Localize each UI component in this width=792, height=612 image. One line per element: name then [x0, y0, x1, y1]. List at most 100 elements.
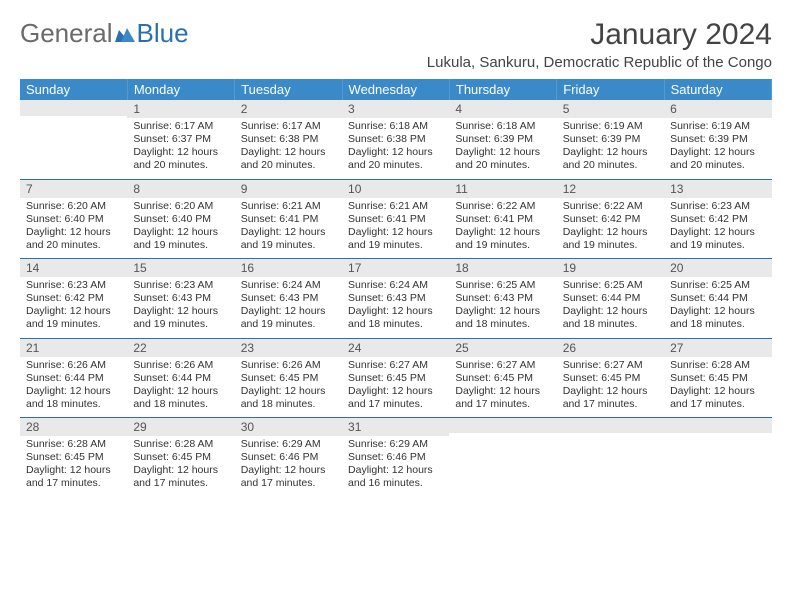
day-details: Sunrise: 6:17 AMSunset: 6:38 PMDaylight:… — [235, 118, 342, 179]
day-details: Sunrise: 6:21 AMSunset: 6:41 PMDaylight:… — [235, 198, 342, 259]
day-line: Daylight: 12 hours — [26, 464, 121, 477]
weekday-header: Friday — [557, 79, 664, 100]
day-line: Sunrise: 6:21 AM — [348, 200, 443, 213]
month-title: January 2024 — [427, 18, 772, 52]
day-line: Sunset: 6:42 PM — [563, 213, 658, 226]
day-line: and 20 minutes. — [241, 159, 336, 172]
day-line: Sunset: 6:40 PM — [133, 213, 228, 226]
day-details — [449, 433, 556, 489]
day-details: Sunrise: 6:25 AMSunset: 6:44 PMDaylight:… — [664, 277, 771, 338]
day-line: and 17 minutes. — [348, 398, 443, 411]
day-details: Sunrise: 6:18 AMSunset: 6:39 PMDaylight:… — [449, 118, 556, 179]
day-line: Sunrise: 6:25 AM — [563, 279, 658, 292]
day-line: and 20 minutes. — [455, 159, 550, 172]
calendar-day-cell — [449, 417, 556, 497]
day-line: Daylight: 12 hours — [670, 385, 765, 398]
calendar-day-cell: 9Sunrise: 6:21 AMSunset: 6:41 PMDaylight… — [235, 179, 342, 259]
weekday-header: Tuesday — [235, 79, 342, 100]
day-number: 20 — [664, 258, 771, 277]
day-line: Daylight: 12 hours — [348, 226, 443, 239]
day-line: Sunrise: 6:27 AM — [563, 359, 658, 372]
weekday-header-row: Sunday Monday Tuesday Wednesday Thursday… — [20, 79, 772, 100]
day-line: Daylight: 12 hours — [455, 305, 550, 318]
day-line: Sunset: 6:44 PM — [670, 292, 765, 305]
day-number: 13 — [664, 179, 771, 198]
day-number: 9 — [235, 179, 342, 198]
calendar-day-cell: 29Sunrise: 6:28 AMSunset: 6:45 PMDayligh… — [127, 417, 234, 497]
calendar-day-cell: 14Sunrise: 6:23 AMSunset: 6:42 PMDayligh… — [20, 258, 127, 338]
day-line: and 19 minutes. — [241, 318, 336, 331]
day-line: Sunrise: 6:29 AM — [241, 438, 336, 451]
day-line: Sunset: 6:46 PM — [348, 451, 443, 464]
calendar-day-cell: 16Sunrise: 6:24 AMSunset: 6:43 PMDayligh… — [235, 258, 342, 338]
calendar-day-cell: 20Sunrise: 6:25 AMSunset: 6:44 PMDayligh… — [664, 258, 771, 338]
day-line: Sunset: 6:45 PM — [455, 372, 550, 385]
calendar-week-row: 1Sunrise: 6:17 AMSunset: 6:37 PMDaylight… — [20, 100, 772, 179]
day-line: Sunset: 6:40 PM — [26, 213, 121, 226]
day-details: Sunrise: 6:27 AMSunset: 6:45 PMDaylight:… — [557, 357, 664, 418]
day-number: 31 — [342, 417, 449, 436]
day-line: Daylight: 12 hours — [133, 146, 228, 159]
day-line: and 19 minutes. — [670, 239, 765, 252]
day-details: Sunrise: 6:19 AMSunset: 6:39 PMDaylight:… — [664, 118, 771, 179]
day-line: and 18 minutes. — [670, 318, 765, 331]
day-line: and 20 minutes. — [670, 159, 765, 172]
day-line: Daylight: 12 hours — [241, 385, 336, 398]
day-number: 25 — [449, 338, 556, 357]
day-line: and 19 minutes. — [348, 239, 443, 252]
day-number: 29 — [127, 417, 234, 436]
day-line: and 17 minutes. — [241, 477, 336, 490]
day-line: and 16 minutes. — [348, 477, 443, 490]
day-line: Daylight: 12 hours — [670, 226, 765, 239]
day-number: 30 — [235, 417, 342, 436]
day-number: 2 — [235, 100, 342, 118]
day-line: and 19 minutes. — [133, 318, 228, 331]
day-line: Sunset: 6:45 PM — [26, 451, 121, 464]
day-details — [664, 433, 771, 489]
day-line: Daylight: 12 hours — [241, 464, 336, 477]
day-line: and 19 minutes. — [563, 239, 658, 252]
day-details: Sunrise: 6:22 AMSunset: 6:41 PMDaylight:… — [449, 198, 556, 259]
day-line: Sunset: 6:45 PM — [670, 372, 765, 385]
day-line: Sunset: 6:41 PM — [241, 213, 336, 226]
calendar-day-cell: 25Sunrise: 6:27 AMSunset: 6:45 PMDayligh… — [449, 338, 556, 418]
day-line: Sunrise: 6:17 AM — [241, 120, 336, 133]
day-number: 8 — [127, 179, 234, 198]
day-details: Sunrise: 6:24 AMSunset: 6:43 PMDaylight:… — [342, 277, 449, 338]
day-line: Daylight: 12 hours — [26, 305, 121, 318]
day-line: Sunset: 6:44 PM — [133, 372, 228, 385]
day-line: Sunrise: 6:24 AM — [348, 279, 443, 292]
day-details: Sunrise: 6:18 AMSunset: 6:38 PMDaylight:… — [342, 118, 449, 179]
day-line: and 19 minutes. — [133, 239, 228, 252]
calendar-day-cell: 2Sunrise: 6:17 AMSunset: 6:38 PMDaylight… — [235, 100, 342, 179]
calendar-day-cell: 21Sunrise: 6:26 AMSunset: 6:44 PMDayligh… — [20, 338, 127, 418]
calendar-day-cell: 10Sunrise: 6:21 AMSunset: 6:41 PMDayligh… — [342, 179, 449, 259]
location-text: Lukula, Sankuru, Democratic Republic of … — [427, 54, 772, 71]
day-line: Sunrise: 6:27 AM — [455, 359, 550, 372]
day-number: 6 — [664, 100, 771, 118]
day-line: and 17 minutes. — [670, 398, 765, 411]
day-line: Sunrise: 6:28 AM — [670, 359, 765, 372]
day-line: Daylight: 12 hours — [563, 385, 658, 398]
day-number: 18 — [449, 258, 556, 277]
day-line: and 18 minutes. — [348, 318, 443, 331]
day-line: Daylight: 12 hours — [241, 305, 336, 318]
day-line: Sunset: 6:45 PM — [241, 372, 336, 385]
day-details: Sunrise: 6:29 AMSunset: 6:46 PMDaylight:… — [235, 436, 342, 497]
day-line: Sunrise: 6:28 AM — [26, 438, 121, 451]
calendar-day-cell — [20, 100, 127, 179]
day-line: and 19 minutes. — [455, 239, 550, 252]
calendar-day-cell: 5Sunrise: 6:19 AMSunset: 6:39 PMDaylight… — [557, 100, 664, 179]
calendar-day-cell: 23Sunrise: 6:26 AMSunset: 6:45 PMDayligh… — [235, 338, 342, 418]
day-number: 15 — [127, 258, 234, 277]
day-line: Daylight: 12 hours — [348, 385, 443, 398]
logo: General Blue — [20, 18, 189, 49]
day-line: Sunrise: 6:23 AM — [670, 200, 765, 213]
day-line: Sunset: 6:45 PM — [133, 451, 228, 464]
day-line: Daylight: 12 hours — [670, 305, 765, 318]
day-line: and 17 minutes. — [26, 477, 121, 490]
calendar-table: Sunday Monday Tuesday Wednesday Thursday… — [20, 79, 772, 497]
day-line: and 20 minutes. — [26, 239, 121, 252]
day-line: Daylight: 12 hours — [348, 146, 443, 159]
calendar-day-cell: 3Sunrise: 6:18 AMSunset: 6:38 PMDaylight… — [342, 100, 449, 179]
